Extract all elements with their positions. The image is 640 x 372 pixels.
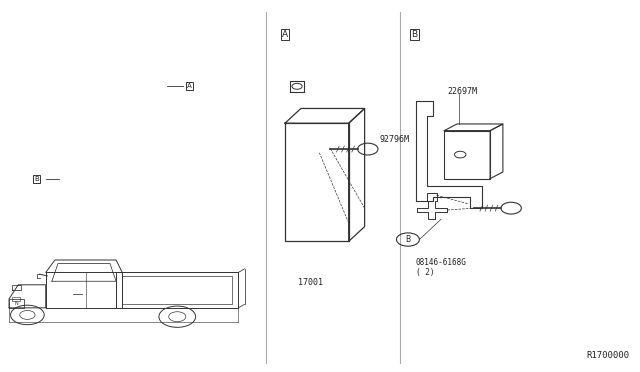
Text: R1700000: R1700000 <box>586 350 629 359</box>
Bar <box>444 131 490 179</box>
Text: 08146-6168G
( 2): 08146-6168G ( 2) <box>415 258 467 278</box>
Text: A: A <box>282 30 288 39</box>
Text: 17001: 17001 <box>298 278 323 287</box>
Text: N: N <box>15 301 19 306</box>
Bar <box>285 123 349 241</box>
Text: B: B <box>412 30 417 39</box>
Text: B: B <box>34 176 39 182</box>
Text: A: A <box>187 83 192 89</box>
Text: 92796M: 92796M <box>380 135 409 144</box>
Text: B: B <box>405 235 410 244</box>
Text: 22697M: 22697M <box>447 87 477 96</box>
